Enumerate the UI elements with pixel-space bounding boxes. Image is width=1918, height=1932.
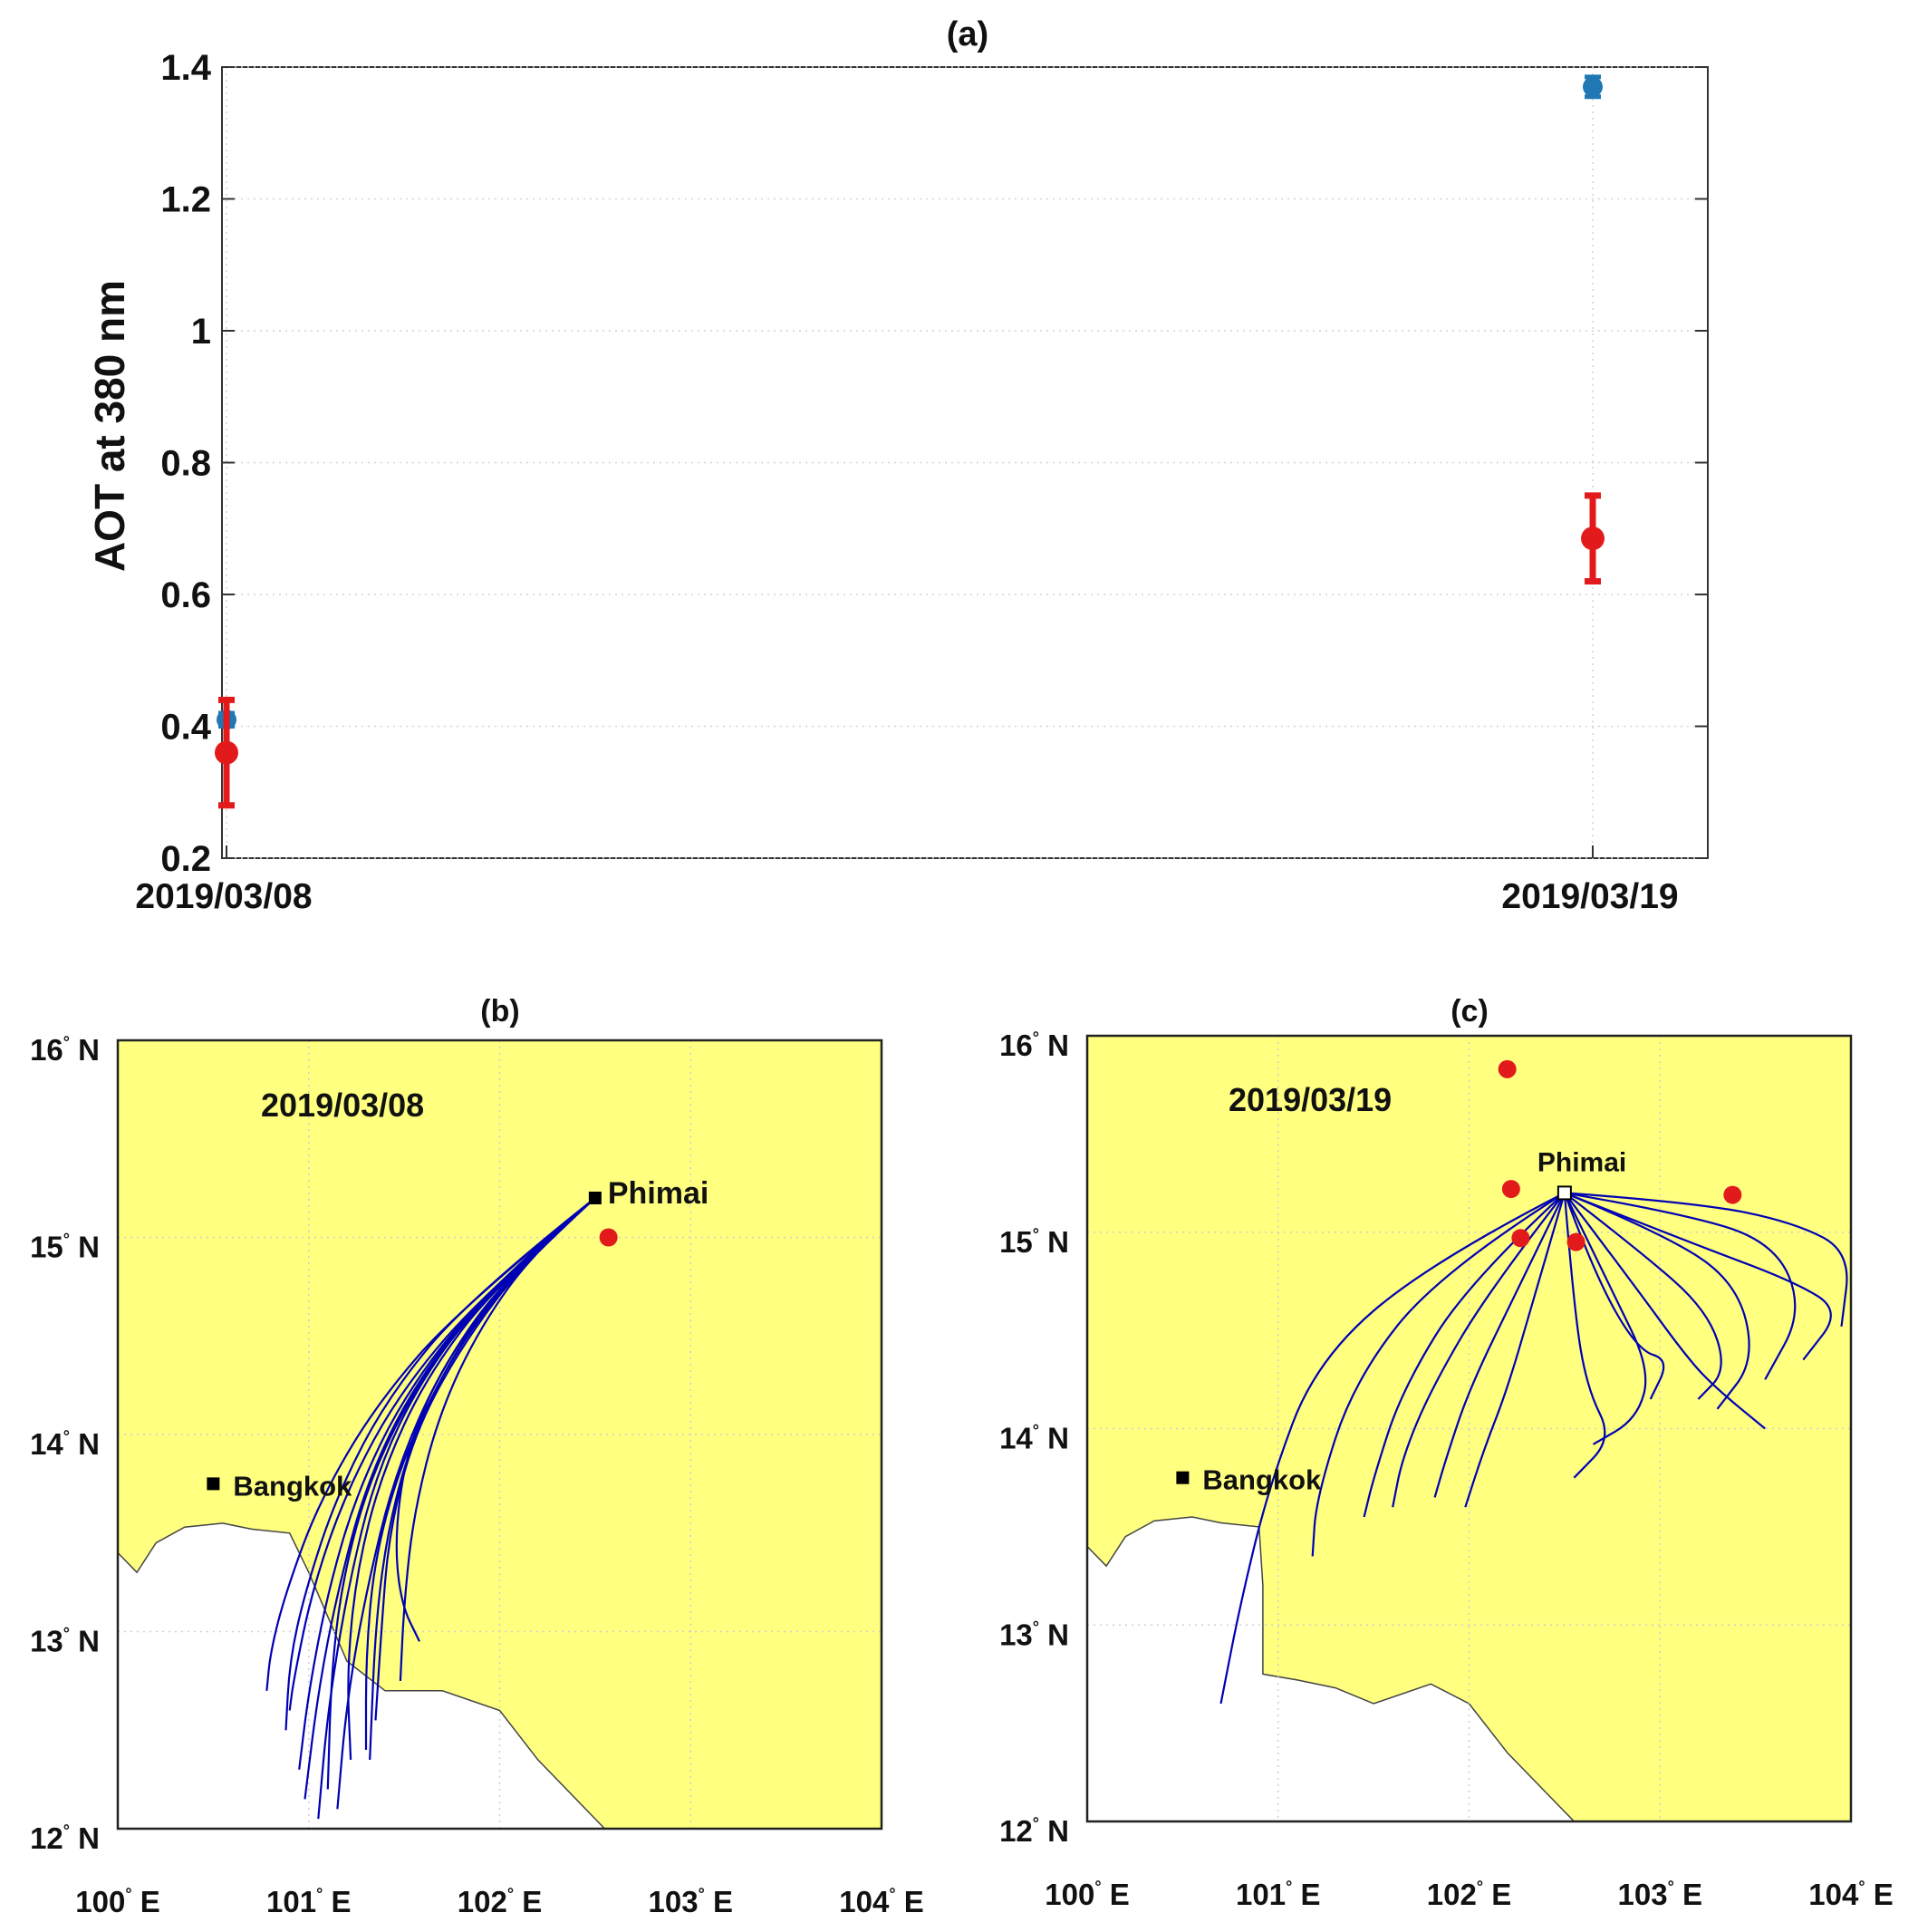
trajectory-line [1464,1193,1566,1508]
x-tick-label: 104° E [839,1885,923,1918]
frame-c [1085,1034,1853,1823]
trajectory-line [1564,1192,1797,1380]
fire-point [1566,1232,1585,1251]
x-tick-label: 100° E [1045,1878,1129,1911]
x-tick-label: 2019/03/19 [1501,877,1678,916]
blue-point [1583,76,1603,97]
y-tick-label: 0.8 [160,444,211,484]
y-tick-label: 1 [191,312,211,352]
trajectory-line [1563,1192,1647,1445]
red-point [215,740,238,765]
fire-point [1723,1185,1742,1204]
fire-points-b [599,1228,618,1247]
trajectory-line [336,1197,596,1810]
y-tick-label: 13° N [999,1618,1069,1651]
x-tick-label: 103° E [649,1885,733,1918]
trajectory-line [1392,1192,1566,1508]
x-tick-label: 101° E [266,1885,351,1918]
data-marks-a [215,74,1605,809]
fire-points-c [1498,1059,1742,1251]
station-marker-phimai [1557,1185,1572,1201]
panel-c: (c) 100° E 101° E 102° E 103° E 104° E12° N1… [999,994,1894,1911]
x-tick-label: 2019/03/08 [135,877,312,916]
trajectory-line [326,1197,596,1790]
station-label-bangkok: Bangkok [1202,1464,1322,1496]
panel-a-title: (a) [947,15,988,53]
trajectory-line [1564,1192,1832,1361]
y-tick-label: 16° N [30,1033,100,1067]
y-tick-label: 0.4 [160,708,211,748]
panel-c-title: (c) [1451,994,1489,1029]
y-tick-label: 13° N [30,1625,100,1658]
red-point [1581,526,1605,551]
trajectory-line [369,1197,596,1760]
fire-point [1511,1229,1530,1248]
trajectory-line [1219,1192,1566,1705]
trajectory-line [1363,1192,1566,1518]
axis-ticks-c: 100° E 101° E 102° E 103° E 104° E 12° N 13° N… [999,1029,1894,1911]
panel-b-title: (b) [480,994,519,1029]
trajectory-line [265,1197,596,1691]
trajectory-line [399,1197,596,1681]
y-tick-label: 12° N [999,1814,1069,1848]
fire-point [1501,1180,1520,1199]
trajectories-b [265,1197,596,1820]
y-tick-label: 12° N [30,1821,100,1855]
y-tick-label: 15° N [999,1225,1069,1259]
station-marker-bangkok [1176,1471,1190,1484]
trajectories-c [1219,1192,1848,1705]
y-tick-label: 1.4 [160,48,211,88]
y-tick-label: 0.2 [160,839,211,879]
x-tick-label: 104° E [1808,1878,1893,1911]
station-label-bangkok: Bangkok [233,1470,352,1502]
x-tick-label: 100° E [75,1885,159,1918]
trajectory-line [1563,1193,1606,1479]
x-tick-label: 102° E [1427,1878,1511,1911]
date-label-c: 2019/03/19 [1229,1081,1392,1118]
y-tick-label: 15° N [30,1231,100,1264]
grid-b [118,1040,882,1829]
grid-a [222,66,1708,859]
y-tick-label: 16° N [999,1029,1069,1062]
x-ticks-a: 2019/03/08 2019/03/19 [135,845,1679,916]
trajectory-line [1564,1192,1750,1410]
trajectory-line [288,1197,596,1711]
frame-b [116,1038,883,1831]
y-axis-label: AOT at 380 nm [86,280,133,572]
trajectory-line [1563,1193,1665,1400]
fire-point [1498,1059,1517,1078]
y-tick-label: 1.2 [160,180,211,220]
trajectory-line [1564,1192,1848,1327]
y-tick-label: 14° N [30,1427,100,1461]
station-marker-bangkok [207,1477,220,1491]
y-tick-label: 0.6 [160,575,211,615]
station-label-phimai: Phimai [608,1176,708,1211]
trajectory-line [1564,1192,1766,1430]
sea-c [1086,1516,1576,1822]
x-tick-label: 102° E [458,1885,542,1918]
x-tick-label: 101° E [1236,1878,1320,1911]
y-tick-label: 14° N [999,1422,1069,1455]
fire-point [599,1228,618,1247]
trajectory-line [1433,1192,1566,1498]
x-tick-label: 103° E [1618,1878,1702,1911]
station-marker-phimai [588,1192,602,1204]
trajectory-line [1564,1192,1722,1400]
trajectory-line [1311,1192,1566,1557]
panel-b: (b) 100° E 101° E 102° E 103° E 104° E 12° N 1… [30,994,924,1918]
y-ticks-a: 0.2 0.4 0.6 0.8 1 1.2 1.4 [160,48,1708,879]
sea-b [117,1522,607,1830]
trajectory-line [298,1197,596,1770]
grid-c [1087,1036,1851,1821]
station-label-phimai: Phimai [1537,1147,1626,1177]
date-label-b: 2019/03/08 [261,1087,424,1124]
panel-a: 0.2 0.4 0.6 0.8 1 1.2 1.4 2019/03/08 2019/03/19… [86,15,1709,916]
